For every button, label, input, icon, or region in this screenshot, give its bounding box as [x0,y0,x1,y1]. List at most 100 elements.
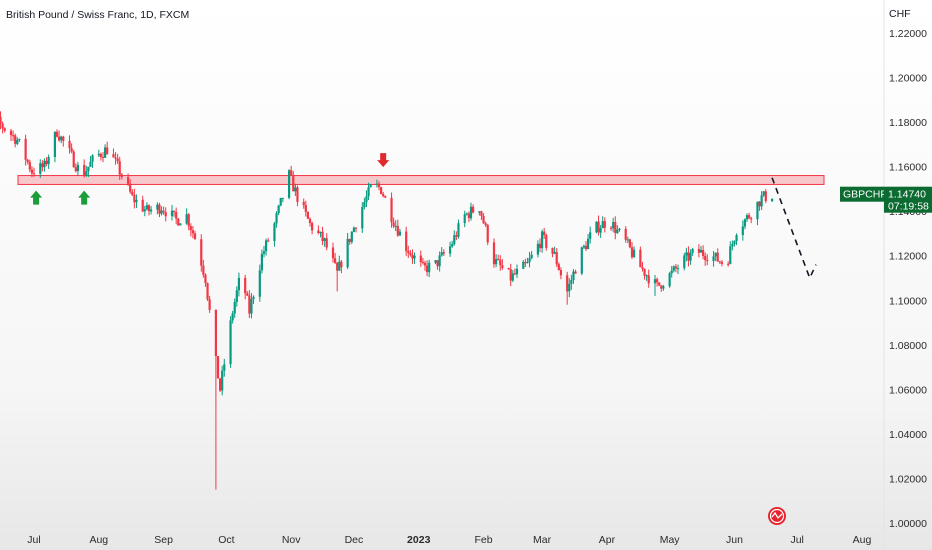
countdown-label: 07:19:58 [888,201,929,213]
x-tick-label: Aug [89,534,108,546]
x-tick-label: Mar [533,534,552,546]
candle [672,265,675,273]
candle [336,261,339,292]
candle [379,186,383,195]
y-tick-label: 1.02000 [889,473,927,485]
y-tick-label: 1.18000 [889,117,927,129]
candle [120,172,123,180]
candle [156,202,159,215]
candle [306,211,310,220]
candle [310,221,314,235]
candle [114,152,117,165]
candle [643,268,646,280]
candle [626,236,629,244]
candle [216,356,220,379]
candle [551,247,554,258]
candle [346,232,349,270]
candle [486,223,489,246]
candle [292,171,295,192]
candle [733,240,736,247]
candle [296,185,299,207]
candle [630,241,634,260]
candle [55,129,59,138]
chart-title: British Pound / Swiss Franc, 1D, FXCM [6,9,189,21]
candle [323,237,326,247]
candle [750,216,753,224]
candle [91,154,94,168]
y-tick-label: 1.10000 [889,295,927,307]
candle [662,284,665,291]
candle [597,215,600,236]
candle [223,358,226,377]
price-axis-unit[interactable]: CHF [889,8,911,20]
candle [756,201,759,226]
candle [543,227,546,239]
candle [76,161,80,176]
candle [712,250,715,267]
candle [72,149,75,168]
candle [589,226,592,244]
candle [267,237,270,243]
candle [258,264,261,302]
candle [745,213,749,223]
candle [112,148,115,158]
candle [0,111,2,130]
y-tick-label: 1.06000 [889,384,927,396]
candle [513,268,517,276]
candle [363,197,366,210]
candle [691,247,694,256]
candle [57,130,61,142]
candle [409,250,412,257]
candle [89,156,92,167]
candle [762,190,765,197]
candle [501,259,504,270]
candle [720,260,724,267]
candle [448,241,452,257]
candle [304,200,307,217]
candle [97,149,100,158]
candle [369,183,372,188]
candle [421,257,425,265]
candle [653,275,657,296]
candle [405,226,408,256]
candle [214,309,218,490]
candle [507,267,510,270]
candle [231,310,234,324]
candle [129,179,132,194]
candle [189,223,192,237]
candle [294,183,297,197]
candle [584,241,588,251]
candle [333,252,337,265]
candle [200,234,203,272]
candle [28,159,31,173]
candle [382,191,385,198]
candle [141,195,144,213]
x-tick-label: Oct [218,534,234,546]
candle [497,254,500,261]
candle [287,169,291,200]
y-tick-label: 1.04000 [889,429,927,441]
candle [116,153,119,164]
candle [687,246,690,267]
candle [509,263,512,287]
candle [208,295,211,313]
candle [706,254,709,266]
candle [522,260,525,269]
candle [419,250,422,267]
candle [221,365,224,396]
candle [133,188,136,209]
x-tick-label: Aug [853,534,872,546]
candle [647,269,650,288]
candle [74,163,77,173]
time-axis[interactable]: Jul Aug Sep Oct Nov Dec 2023 Feb Mar Apr May Jun Jul… [27,534,871,546]
candle [264,238,268,256]
candle [685,247,688,262]
candle [515,264,519,278]
last-price-badge: GBPCHF 1.14740 07:19:58 [840,186,932,213]
candle [555,248,558,267]
candle [60,135,63,144]
candle [553,246,556,255]
candle [425,260,429,277]
candle [645,274,648,281]
watermark-logo [768,507,786,525]
